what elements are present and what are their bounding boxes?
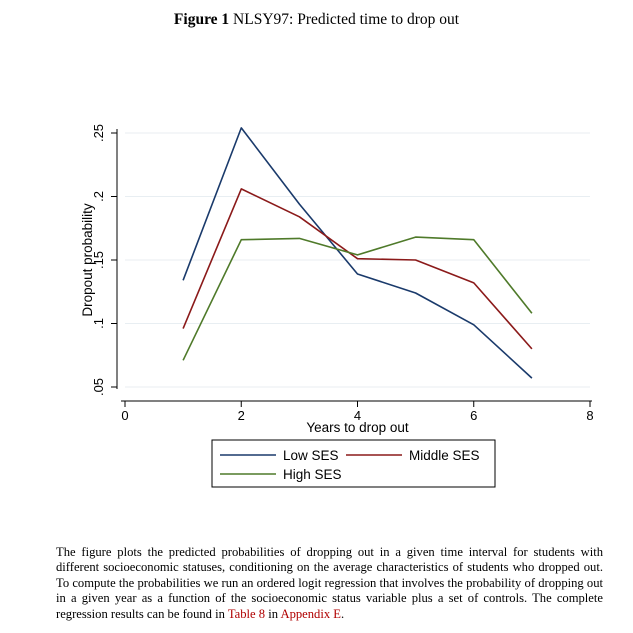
series-line-middle-ses xyxy=(182,188,533,350)
x-tick-label: 8 xyxy=(586,408,593,423)
figure-title-text: NLSY97: Predicted time to drop out xyxy=(233,11,460,28)
caption-mid: in xyxy=(265,606,281,621)
line-chart: .05 .1 .15 .2 .25 0 2 4 6 8 Years to drop out Dropo… xyxy=(80,124,594,488)
legend-label: Low SES xyxy=(283,448,339,463)
figure-title: Figure 1 NLSY97: Predicted time to drop … xyxy=(0,11,633,29)
chart-series xyxy=(182,127,533,379)
y-tick-label: .2 xyxy=(91,191,106,202)
y-axis-title: Dropout probability xyxy=(80,203,95,317)
legend-label: Middle SES xyxy=(409,448,480,463)
x-tick-label: 2 xyxy=(238,408,245,423)
chart-legend: Low SES Middle SES High SES xyxy=(211,439,496,488)
caption-end: . xyxy=(341,606,345,621)
x-tick-label: 0 xyxy=(121,408,128,423)
legend-box xyxy=(211,439,496,488)
y-tick-label: .25 xyxy=(91,124,106,142)
appendix-e-link[interactable]: Appendix E xyxy=(280,606,341,621)
figure-label: Figure 1 xyxy=(173,11,230,28)
x-tick-label: 6 xyxy=(470,408,477,423)
x-tick-label: 4 xyxy=(354,408,361,423)
chart-grid xyxy=(125,132,590,388)
chart-axes: .05 .1 .15 .2 .25 0 2 4 6 8 Years to drop out Dropo… xyxy=(80,124,594,435)
legend-label: High SES xyxy=(283,467,342,482)
series-line-low-ses xyxy=(182,127,533,379)
y-tick-label: .1 xyxy=(91,318,106,329)
x-axis-title: Years to drop out xyxy=(306,420,409,435)
figure-caption: The figure plots the predicted probabili… xyxy=(56,545,603,622)
y-tick-label: .05 xyxy=(91,378,106,396)
series-line-high-ses xyxy=(182,236,533,361)
y-tick-label: .15 xyxy=(91,251,106,269)
caption-text: The figure plots the predicted probabili… xyxy=(56,545,603,621)
table-8-link[interactable]: Table 8 xyxy=(227,606,266,621)
